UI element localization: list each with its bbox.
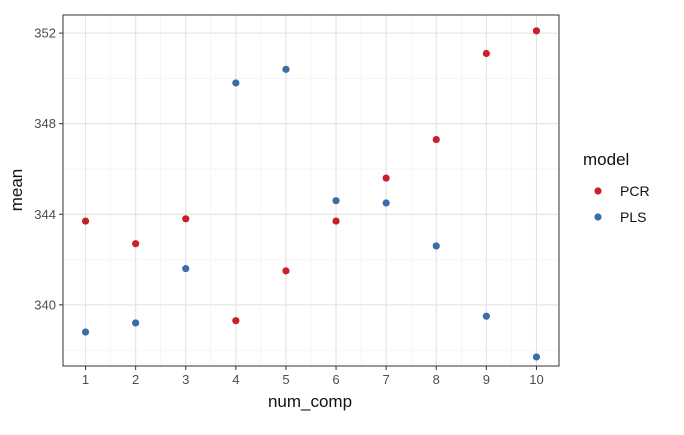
axes: 1 2 3 4 5 6 7 8 9 10 340 344 348 352	[34, 14, 560, 387]
point-pcr-8	[432, 135, 440, 144]
point-pcr-7	[382, 174, 390, 182]
point-pls-6	[332, 197, 340, 205]
point-pcr-4	[232, 317, 240, 325]
point-pcr-2	[132, 240, 140, 248]
x-tick-label: 8	[433, 372, 440, 387]
point-pcr-3	[182, 215, 190, 223]
point-pls-2	[132, 319, 140, 327]
legend-key-pcr	[594, 187, 602, 195]
point-pcr-9	[482, 49, 490, 58]
point-pls-8	[432, 242, 440, 250]
legend-label-pcr: PCR	[620, 183, 650, 199]
point-pls-3	[182, 265, 190, 273]
x-tick-label: 2	[132, 372, 139, 387]
y-tick-label: 348	[34, 116, 56, 131]
x-tick-label: 9	[483, 372, 490, 387]
point-pls-7	[382, 199, 390, 207]
x-tick-label: 5	[282, 372, 289, 387]
legend: model PCR PLS	[583, 150, 650, 225]
point-pls-9	[482, 312, 490, 320]
x-axis-title: num_comp	[268, 392, 352, 411]
point-pcr-5	[282, 267, 290, 275]
y-axis-title: mean	[7, 169, 26, 212]
y-tick-label: 352	[34, 26, 56, 41]
point-pls-5	[282, 65, 290, 73]
x-tick-label: 3	[182, 372, 189, 387]
legend-title: model	[583, 150, 629, 169]
point-pls-10	[532, 353, 541, 361]
x-tick-label: 10	[529, 372, 543, 387]
x-tick-label: 7	[383, 372, 390, 387]
y-tick-label: 340	[34, 297, 56, 312]
point-pls-4	[232, 79, 240, 87]
y-tick-label: 344	[34, 207, 56, 222]
x-tick-label: 4	[232, 372, 239, 387]
data-points	[81, 27, 541, 361]
panel-border	[62, 14, 560, 367]
point-pcr-10	[532, 27, 541, 35]
point-pls-1	[81, 328, 90, 336]
grid-lines	[63, 15, 559, 366]
legend-key-pls	[594, 213, 602, 221]
x-tick-label: 1	[82, 372, 89, 387]
x-tick-label: 6	[332, 372, 339, 387]
legend-label-pls: PLS	[620, 209, 646, 225]
point-pcr-1	[81, 217, 90, 225]
point-pcr-6	[332, 217, 340, 225]
